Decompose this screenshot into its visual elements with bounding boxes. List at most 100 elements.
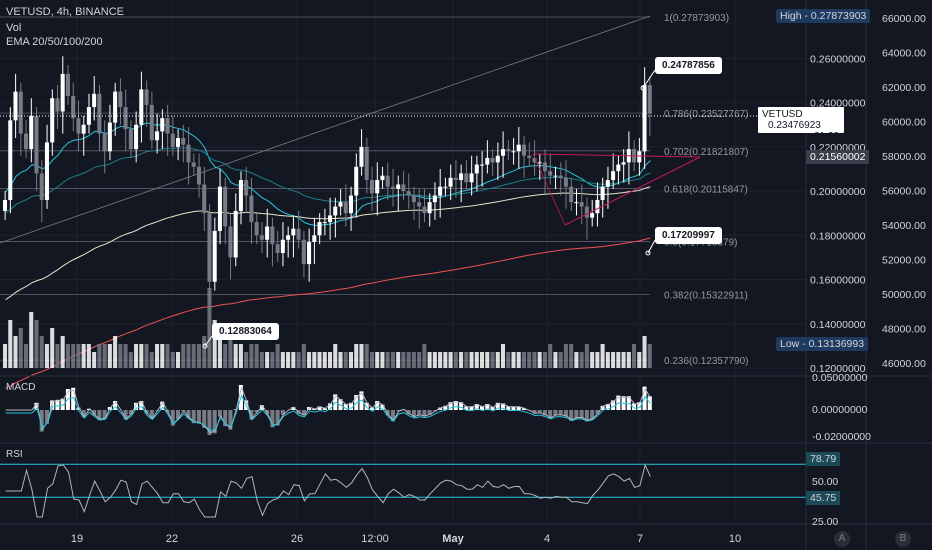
volume-bar bbox=[186, 344, 191, 368]
symbol-legend[interactable]: VETUSD, 4h, BINANCE bbox=[6, 6, 124, 18]
macd-histogram-bar bbox=[196, 410, 201, 424]
volume-bar bbox=[181, 344, 186, 368]
volume-bar bbox=[616, 352, 621, 368]
volume-bar bbox=[228, 336, 233, 368]
ema50-line bbox=[5, 147, 651, 214]
candle-body bbox=[359, 146, 364, 167]
candle-body bbox=[228, 226, 233, 258]
volume-bar bbox=[574, 352, 579, 368]
macd-histogram-bar bbox=[81, 410, 86, 418]
candle-body bbox=[511, 151, 516, 153]
volume-bar bbox=[527, 352, 532, 368]
low-callout[interactable]: 0.12883064 bbox=[212, 323, 279, 340]
volume-bar bbox=[155, 344, 160, 368]
auto-scale-button[interactable]: A bbox=[834, 531, 850, 547]
volume-bar bbox=[34, 320, 39, 368]
volume-bar bbox=[86, 344, 91, 368]
last-price-value: 0.23476923 bbox=[768, 120, 821, 131]
macd-histogram-bar bbox=[605, 404, 610, 410]
candle-body bbox=[23, 133, 29, 150]
candle-body bbox=[3, 199, 8, 212]
candle-body bbox=[642, 84, 647, 152]
candle-body bbox=[202, 184, 207, 214]
macd-histogram-bar bbox=[170, 410, 175, 426]
macd-histogram-bar bbox=[532, 410, 537, 414]
candle-body bbox=[76, 118, 81, 134]
bar-countdown: 01:33:45 bbox=[814, 131, 853, 142]
candlesticks[interactable] bbox=[3, 56, 652, 304]
log-scale-button[interactable]: B bbox=[895, 531, 911, 547]
candle-body bbox=[401, 184, 406, 192]
macd-histogram-bar bbox=[563, 410, 568, 417]
peak-callout[interactable]: 0.24787856 bbox=[655, 57, 722, 74]
candle-body bbox=[60, 73, 65, 112]
macd-histogram-bar bbox=[160, 401, 165, 410]
ema100-line bbox=[5, 186, 651, 301]
volume-bar bbox=[92, 352, 97, 368]
candle-body bbox=[569, 186, 574, 203]
volume-bar bbox=[354, 344, 359, 368]
candle-body bbox=[92, 93, 97, 108]
volume-bar bbox=[44, 344, 49, 368]
candle-body bbox=[354, 166, 359, 196]
price-axis-label: 0.26000000 bbox=[810, 53, 866, 65]
candle-body bbox=[563, 177, 568, 187]
volume-bar bbox=[60, 336, 65, 368]
candle-body bbox=[532, 157, 537, 163]
macd-histogram-bar bbox=[217, 410, 222, 417]
candle-body bbox=[50, 98, 55, 143]
candle-body bbox=[286, 235, 291, 240]
volume-bar bbox=[500, 344, 506, 368]
volume-bar bbox=[76, 344, 81, 368]
ema-legend[interactable]: EMA 20/50/100/200 bbox=[6, 36, 103, 48]
candle-body bbox=[422, 206, 427, 214]
volume-bar bbox=[506, 352, 511, 368]
macd-histogram-bar bbox=[301, 410, 306, 416]
candle-body bbox=[238, 180, 243, 212]
rsi-pane bbox=[0, 463, 806, 518]
volume-bar bbox=[175, 352, 181, 368]
candle-body bbox=[170, 133, 175, 147]
candle-body bbox=[71, 96, 76, 119]
price-axis-label: 0.12000000 bbox=[810, 363, 866, 375]
time-axis-label: 4 bbox=[544, 533, 550, 545]
macd-histogram-bar bbox=[406, 410, 411, 415]
volume-bar bbox=[29, 312, 34, 368]
fib-label: 0.786(0.23527767) bbox=[664, 109, 749, 120]
volume-bar bbox=[411, 352, 416, 368]
price-axis-label: 0.24000000 bbox=[810, 98, 866, 110]
volume-bar bbox=[647, 344, 652, 368]
volume-bar bbox=[18, 328, 23, 368]
macd-histogram-bar bbox=[228, 410, 233, 430]
volume-bar bbox=[328, 352, 333, 368]
triangle-pattern[interactable] bbox=[532, 153, 701, 226]
macd-histogram-bar bbox=[469, 406, 474, 410]
macd-histogram-bar bbox=[113, 401, 118, 410]
candle-body bbox=[44, 142, 49, 200]
macd-histogram-bar bbox=[317, 406, 322, 410]
macd-histogram-bar bbox=[396, 410, 401, 412]
macd-histogram-bar bbox=[296, 410, 301, 414]
callout-pointers bbox=[202, 69, 656, 349]
volume-bar bbox=[432, 352, 437, 368]
btc-axis-label: 58000.00 bbox=[882, 151, 926, 163]
macd-histogram-bar bbox=[542, 410, 547, 416]
fib-retracement[interactable]: 1(0.27873903) 0.786(0.23527767) 0.702(0.21… bbox=[0, 13, 749, 367]
volume-bar bbox=[322, 352, 327, 368]
candle-body bbox=[186, 144, 191, 163]
trend-line[interactable] bbox=[0, 15, 651, 244]
volume-bar bbox=[427, 352, 432, 368]
volume-legend[interactable]: Vol bbox=[6, 22, 22, 34]
macd-histogram-bar bbox=[212, 410, 217, 434]
time-axis-label: 19 bbox=[71, 533, 83, 545]
low-badge: Low - 0.13136993 bbox=[776, 337, 869, 351]
macd-histogram-bar bbox=[485, 404, 490, 410]
volume-bar bbox=[532, 352, 537, 368]
volume-bar bbox=[13, 336, 18, 368]
candle-body bbox=[217, 186, 222, 231]
candle-body bbox=[13, 91, 18, 121]
ema200-callout[interactable]: 0.17209997 bbox=[655, 227, 722, 244]
macd-histogram-bar bbox=[579, 410, 584, 419]
volume-bar bbox=[23, 344, 29, 368]
